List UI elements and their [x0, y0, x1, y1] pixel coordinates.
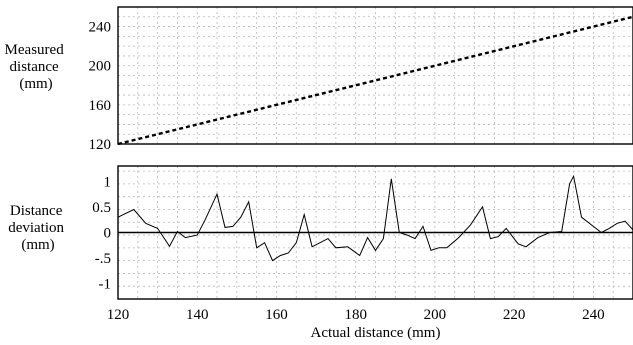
- measured-ytick-label: 200: [89, 59, 112, 75]
- deviation-series-line: [117, 174, 633, 262]
- xtick-label: 240: [582, 307, 605, 323]
- deviation-ytick-label: 0.5: [92, 200, 111, 216]
- xtick-label: 140: [186, 307, 209, 323]
- deviation-ytick-label: 1: [104, 174, 112, 190]
- xtick-label: 220: [503, 307, 526, 323]
- measured-ytick-label: 160: [89, 98, 112, 114]
- distance-deviation-panel: 1 0.5 0 -.5 -1 120 140 160 180 200 220 240 Distanc…: [8, 165, 633, 341]
- deviation-ytick-label: -.5: [95, 251, 111, 267]
- measured-ytick-label: 120: [89, 137, 112, 153]
- distance-deviation-plot-frame: [117, 165, 633, 300]
- actual-distance-xlabel: Actual distance (mm): [311, 325, 441, 341]
- deviation-ytick-label: 0: [104, 226, 112, 242]
- distance-deviation-ylabel: Distance deviation (mm): [8, 203, 68, 253]
- xtick-label: 160: [265, 307, 288, 323]
- measured-distance-ylabel: Measured distance (mm): [5, 42, 68, 92]
- measured-ytick-label: 240: [89, 20, 112, 36]
- measured-distance-panel: 120 160 200 240 Measured distance (mm): [5, 6, 633, 153]
- xtick-label: 180: [344, 307, 367, 323]
- measured-series-line: [117, 15, 633, 146]
- measured-distance-plot-frame: [117, 6, 633, 145]
- deviation-ytick-label: -1: [99, 277, 112, 293]
- xtick-label: 120: [107, 307, 130, 323]
- xtick-label: 200: [424, 307, 447, 323]
